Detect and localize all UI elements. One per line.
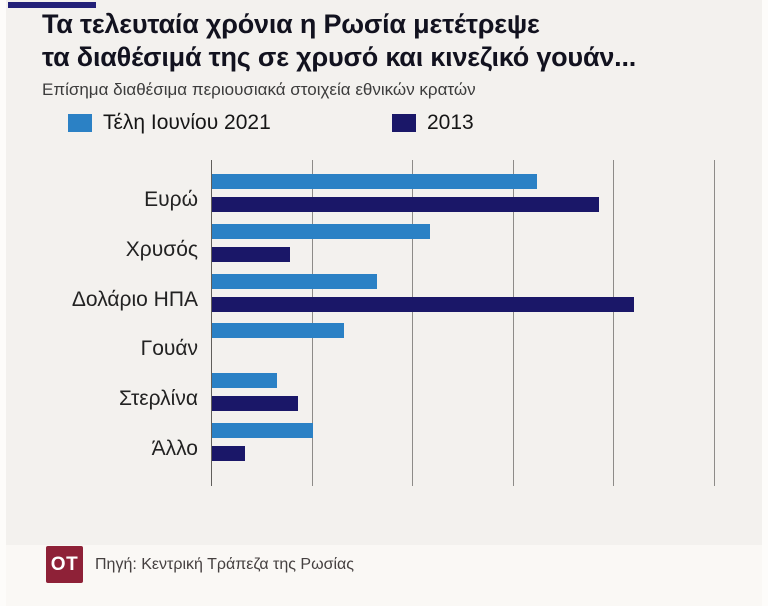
legend-label-2021: Τέλη Ιουνίου 2021	[103, 111, 271, 134]
bar-euro-2013	[212, 197, 600, 212]
bar-us-dollar-2021	[212, 273, 377, 289]
footer-band	[6, 545, 762, 606]
bar-other-2013	[212, 446, 246, 461]
gridline-10	[311, 160, 313, 486]
legend-swatch-2021	[68, 114, 92, 132]
gridline-40	[613, 160, 615, 486]
ot-logo: OT	[46, 546, 83, 583]
chart-subtitle: Επίσημα διαθέσιμα περιουσιακά στοιχεία ε…	[42, 80, 476, 99]
bar-gold-2021	[212, 223, 431, 239]
bar-us-dollar-2013	[212, 296, 634, 312]
legend-swatch-2013	[392, 114, 416, 132]
bar-euro-2021	[212, 174, 537, 189]
category-label-us-dollar: Δολάριο ΗΠΑ	[71, 287, 198, 311]
bar-other-2021	[212, 423, 313, 438]
infographic-canvas: Τα τελευταία χρόνια η Ρωσία μετέτρεψε τα …	[6, 0, 762, 606]
y-axis-line	[211, 160, 212, 486]
legend-item-2013: 2013	[392, 109, 474, 137]
category-label-gold: Χρυσός	[125, 237, 198, 261]
source-text: Πηγή: Κεντρική Τράπεζα της Ρωσίας	[95, 555, 354, 573]
category-label-sterling: Στερλίνα	[119, 387, 198, 411]
gridline-20	[412, 160, 414, 486]
gridline-50	[714, 160, 715, 486]
plot-area	[211, 160, 715, 486]
legend: Τέλη Ιουνίου 2021 2013	[6, 109, 762, 137]
chart-title: Τα τελευταία χρόνια η Ρωσία μετέτρεψε τα …	[42, 8, 636, 74]
category-label-euro: Ευρώ	[144, 188, 198, 211]
bar-sterling-2013	[212, 396, 298, 412]
bar-yuan-2021	[212, 323, 344, 339]
accent-bar	[8, 2, 96, 8]
category-label-yuan: Γουάν	[140, 337, 198, 361]
category-label-other: Άλλο	[151, 437, 198, 460]
legend-label-2013: 2013	[427, 111, 474, 134]
chart-title-line1: Τα τελευταία χρόνια η Ρωσία μετέτρεψε	[42, 9, 540, 39]
bar-sterling-2021	[212, 373, 278, 389]
gridline-30	[512, 160, 514, 486]
legend-item-2021: Τέλη Ιουνίου 2021	[68, 109, 271, 137]
bar-gold-2013	[212, 246, 291, 262]
chart-title-line2: τα διαθέσιμά της σε χρυσό και κινεζικό γ…	[42, 42, 637, 72]
